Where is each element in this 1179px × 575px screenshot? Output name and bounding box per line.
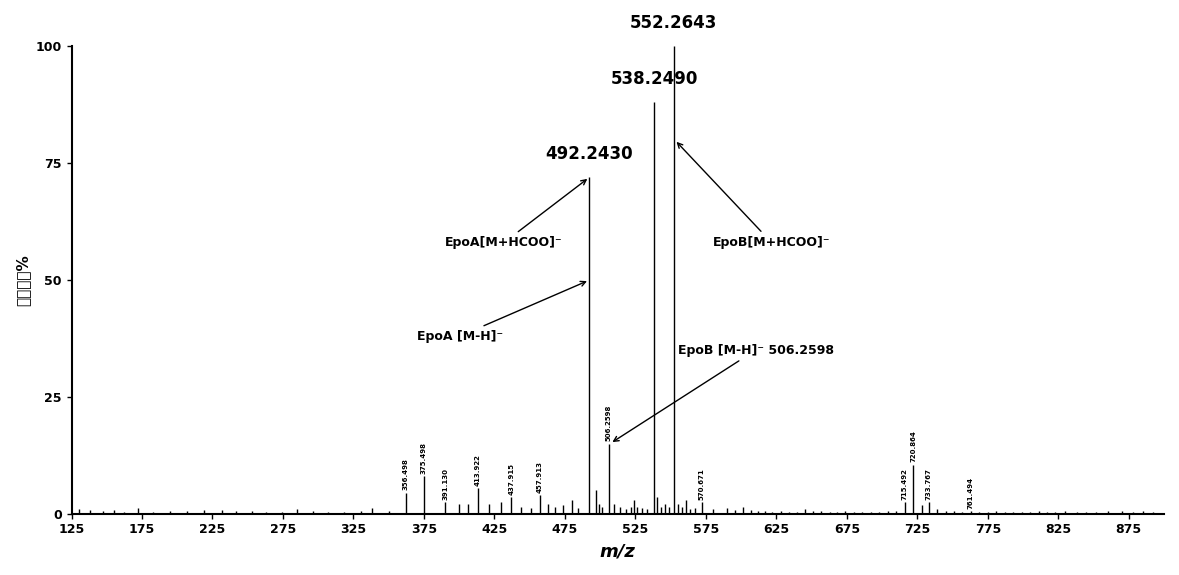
Text: 538.2490: 538.2490 [611, 70, 698, 89]
Text: EpoB[M+HCOO]⁻: EpoB[M+HCOO]⁻ [678, 143, 830, 249]
Text: 570.671: 570.671 [699, 468, 705, 500]
Text: 437.915: 437.915 [508, 463, 514, 495]
Text: 457.913: 457.913 [536, 461, 542, 493]
Text: 391.130: 391.130 [442, 467, 448, 500]
Text: 375.498: 375.498 [421, 442, 427, 474]
Text: 356.498: 356.498 [402, 458, 409, 490]
Text: EpoA [M-H]⁻: EpoA [M-H]⁻ [417, 281, 586, 343]
Text: 733.767: 733.767 [926, 468, 931, 500]
Text: 552.2643: 552.2643 [630, 14, 718, 32]
Text: EpoA[M+HCOO]⁻: EpoA[M+HCOO]⁻ [446, 180, 586, 249]
Text: 761.494: 761.494 [968, 477, 974, 509]
Y-axis label: 相对丰度%: 相对丰度% [15, 254, 29, 306]
Text: 492.2430: 492.2430 [546, 145, 633, 163]
Text: 506.2598: 506.2598 [606, 405, 612, 441]
Text: 715.492: 715.492 [902, 468, 908, 500]
Text: 413.922: 413.922 [474, 454, 481, 486]
Text: 720.864: 720.864 [910, 431, 916, 462]
Text: EpoB [M-H]⁻ 506.2598: EpoB [M-H]⁻ 506.2598 [613, 344, 834, 441]
X-axis label: m/z: m/z [600, 542, 635, 560]
